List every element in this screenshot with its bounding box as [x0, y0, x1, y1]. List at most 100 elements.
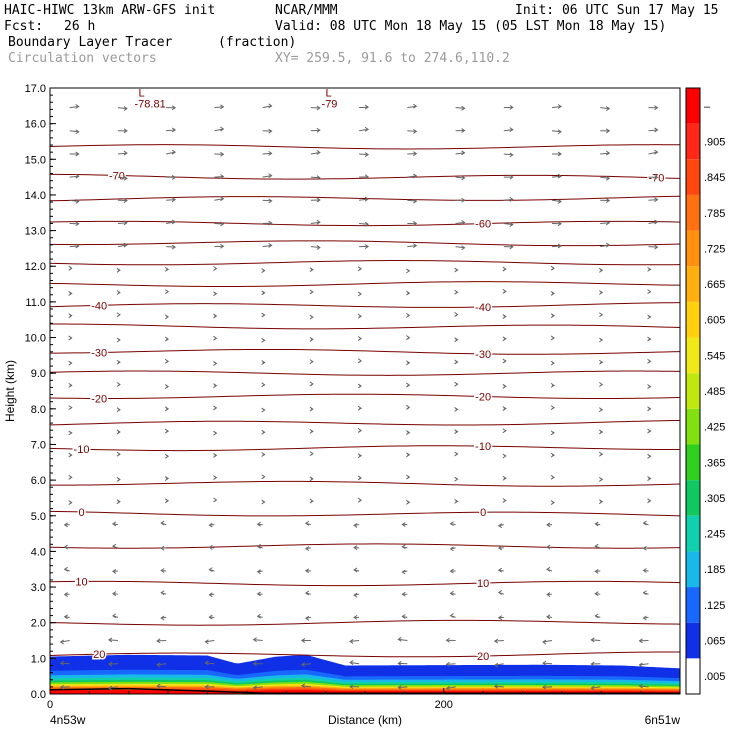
vector-head	[605, 106, 611, 112]
vector-head	[364, 126, 369, 132]
contour-label: 0	[480, 507, 486, 519]
vector-head	[357, 358, 362, 364]
vector-head	[116, 359, 121, 365]
vector-head	[75, 173, 80, 179]
vector-head	[454, 429, 459, 435]
vector-head	[63, 544, 68, 550]
vector-head	[461, 150, 466, 156]
vector-head	[654, 244, 659, 250]
colorbar-segment	[686, 337, 700, 374]
vector-head	[546, 592, 551, 597]
circulation-vector	[301, 685, 311, 688]
colorbar-label: .725	[704, 243, 725, 255]
vector-head	[59, 639, 64, 645]
circulation-vector	[551, 105, 562, 109]
vector-head	[454, 476, 459, 482]
y-tick-label: 10.0	[25, 333, 46, 345]
y-tick-label: 12.0	[25, 261, 46, 273]
vector-head	[208, 544, 213, 550]
vector-head	[213, 291, 218, 297]
vector-head	[220, 126, 225, 132]
vector-head	[598, 451, 604, 457]
vector-head	[502, 358, 507, 364]
vector-head	[156, 683, 161, 689]
vector-head	[261, 360, 266, 365]
circulation-vector	[648, 199, 658, 201]
vector-head	[550, 291, 555, 296]
circulation-vector	[262, 199, 272, 202]
vector-head	[605, 242, 611, 248]
circulation-vector	[591, 639, 601, 642]
circulation-vector	[108, 639, 118, 642]
colorbar-segment	[686, 266, 700, 302]
vector-head	[647, 336, 652, 342]
circulation-vector	[359, 106, 369, 109]
circulation-vector	[214, 128, 224, 132]
vector-head	[300, 683, 306, 689]
vector-head	[261, 499, 266, 505]
vector-head	[116, 312, 121, 318]
vector-head	[309, 289, 314, 295]
circulation-vector	[600, 176, 610, 179]
y-tick-label: 17.0	[25, 83, 46, 95]
vector-head	[220, 151, 225, 157]
vector-head	[213, 313, 218, 319]
vector-head	[304, 590, 310, 596]
vector-head	[208, 614, 213, 620]
y-tick-label: 13.0	[25, 226, 46, 238]
temperature-contour-line	[50, 302, 680, 308]
vector-head	[309, 314, 314, 320]
circulation-vector	[503, 129, 513, 132]
temperature-contour-line	[50, 619, 680, 626]
vector-head	[63, 522, 68, 528]
vector-head	[550, 313, 555, 319]
circulation-vector	[600, 222, 610, 224]
vector-head	[68, 291, 73, 296]
circulation-vector	[117, 222, 127, 224]
vector-head	[445, 661, 450, 667]
temperature-contour-line	[50, 510, 680, 517]
vector-head	[164, 358, 170, 364]
contour-label: -70	[109, 170, 125, 182]
vector-head	[261, 312, 266, 318]
vector-head	[316, 219, 321, 225]
vector-head	[401, 544, 406, 550]
y-axis: 0.0 1.0 2.0 3.0 4.0 5.0 6.0 7.0 8.0 9.0 10.0 11.0 12…	[3, 83, 56, 701]
circulation-vectors	[59, 103, 659, 691]
vector-head	[550, 430, 555, 436]
vector-head	[268, 103, 273, 109]
colorbar-label: .305	[704, 493, 725, 505]
vector-head	[364, 152, 369, 157]
vector-head	[454, 451, 459, 457]
valid-time: Valid: 08 UTC Mon 18 May 15 (05 LST Mon …	[275, 19, 667, 34]
vector-head	[598, 359, 604, 365]
circulation-vector	[639, 685, 649, 688]
vector-head	[357, 383, 362, 389]
vector-head	[75, 221, 80, 227]
vector-head	[502, 336, 507, 342]
temperature-contour-line	[50, 240, 680, 247]
contour-label: 20	[93, 649, 105, 661]
vector-head	[364, 221, 369, 227]
vector-head	[557, 243, 562, 249]
vector-head	[454, 312, 459, 317]
vector-head	[445, 637, 450, 643]
circulation-vector	[214, 106, 224, 109]
vector-head	[164, 336, 170, 342]
y-tick-label: 4.0	[31, 546, 46, 558]
vector-head	[349, 684, 354, 690]
vector-head	[502, 288, 507, 294]
colorbar-label: .185	[704, 564, 725, 576]
colorbar-label: .905	[704, 136, 725, 148]
vector-head	[213, 361, 218, 366]
vector-head	[605, 128, 611, 134]
vector-head	[557, 151, 562, 157]
vector-head	[413, 243, 418, 249]
vector-head	[353, 592, 358, 598]
colorbar-label: .065	[704, 636, 725, 648]
vector-head	[116, 382, 121, 387]
vector-head	[647, 314, 652, 320]
vector-head	[502, 406, 507, 411]
vector-head	[268, 198, 273, 204]
circulation-vector	[350, 640, 360, 642]
